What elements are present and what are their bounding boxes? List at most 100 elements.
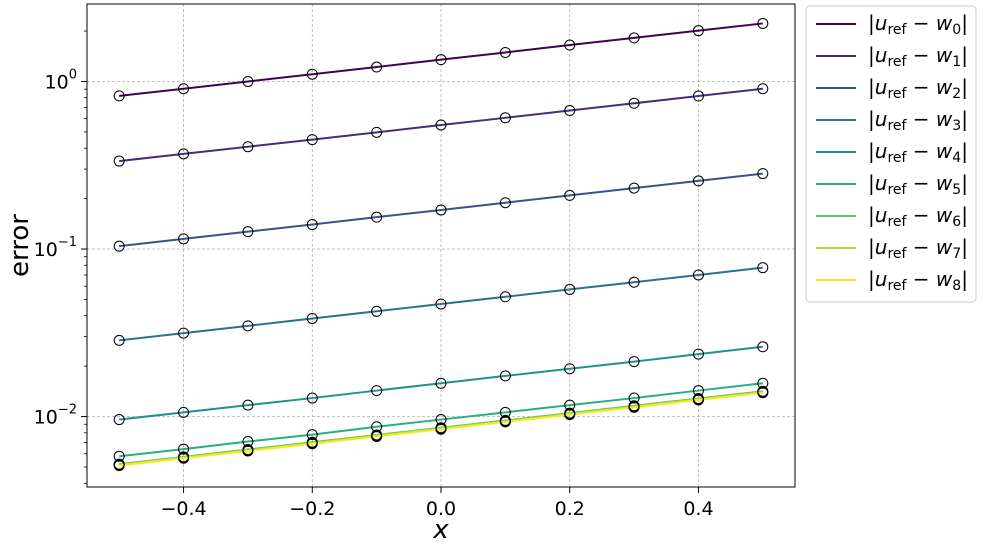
series-line-0	[119, 22, 763, 97]
data-point-1	[499, 112, 511, 124]
data-point-3	[692, 269, 704, 281]
data-point-8	[757, 387, 769, 399]
data-point-1	[306, 134, 318, 146]
data-point-4	[306, 392, 318, 404]
data-point-5	[757, 377, 769, 389]
data-point-8	[628, 401, 640, 413]
y-axis-label: error	[5, 214, 35, 277]
series-line-1	[119, 87, 763, 163]
y-tick-label: 10−2	[34, 403, 77, 429]
data-point-4	[113, 414, 125, 426]
data-point-4	[692, 348, 704, 360]
legend: |uref − w0| |uref − w1| |uref − w2| |uref −…	[805, 5, 977, 303]
series-markers	[113, 17, 769, 472]
data-point-1	[371, 126, 383, 138]
data-point-5	[564, 399, 576, 411]
data-point-8	[692, 394, 704, 406]
data-point-2	[564, 189, 576, 201]
data-point-2	[306, 219, 318, 231]
data-point-3	[628, 276, 640, 288]
data-point-0	[178, 83, 190, 95]
data-point-8	[564, 409, 576, 421]
data-point-3	[435, 298, 447, 310]
data-point-0	[499, 46, 511, 58]
data-point-0	[435, 54, 447, 66]
legend-label-8: |uref − w8|	[868, 267, 968, 294]
data-point-3	[371, 305, 383, 317]
x-tick-label: 0.0	[426, 498, 456, 520]
data-point-4	[178, 406, 190, 418]
data-point-0	[306, 68, 318, 80]
data-point-5	[628, 392, 640, 404]
data-point-0	[692, 25, 704, 37]
y-tick-label: 10−1	[34, 235, 77, 261]
data-point-1	[692, 90, 704, 102]
grid	[87, 4, 795, 487]
data-point-3	[499, 291, 511, 303]
series-line-2	[119, 172, 763, 248]
data-point-0	[564, 39, 576, 51]
legend-box	[805, 5, 977, 303]
data-point-5	[306, 429, 318, 441]
data-point-2	[692, 175, 704, 187]
data-point-0	[113, 90, 125, 102]
x-tick-label: −0.2	[289, 498, 335, 520]
data-point-1	[113, 155, 125, 167]
x-ticks: −0.4 −0.2 0.0 0.2 0.4	[160, 487, 714, 520]
data-point-1	[178, 148, 190, 160]
data-point-2	[628, 182, 640, 194]
data-point-3	[564, 283, 576, 295]
data-point-0	[628, 32, 640, 44]
data-point-3	[242, 320, 254, 332]
data-point-4	[499, 370, 511, 382]
data-point-5	[692, 385, 704, 397]
x-tick-label: 0.2	[555, 498, 585, 520]
data-point-2	[371, 211, 383, 223]
data-point-8	[499, 416, 511, 428]
legend-label-5: |uref − w5|	[868, 171, 968, 198]
data-point-2	[113, 240, 125, 252]
x-tick-label: 0.4	[683, 498, 713, 520]
data-point-2	[178, 233, 190, 245]
data-point-4	[242, 399, 254, 411]
data-point-1	[564, 105, 576, 117]
data-point-4	[757, 341, 769, 353]
legend-label-0: |uref − w0|	[868, 11, 968, 38]
series-line-4	[119, 345, 763, 421]
data-point-4	[435, 377, 447, 389]
data-point-8	[306, 438, 318, 450]
series-line-3	[119, 266, 763, 342]
data-point-1	[242, 141, 254, 153]
legend-label-6: |uref − w6|	[868, 203, 968, 230]
y-ticks: 10−2 10−1 100	[34, 30, 87, 484]
data-point-0	[242, 75, 254, 87]
data-point-8	[371, 430, 383, 442]
x-tick-label: −0.4	[160, 498, 206, 520]
legend-label-2: |uref − w2|	[868, 75, 968, 102]
data-point-2	[242, 226, 254, 238]
data-point-1	[435, 119, 447, 131]
data-point-1	[757, 83, 769, 95]
legend-label-1: |uref − w1|	[868, 43, 968, 70]
legend-label-3: |uref − w3|	[868, 107, 968, 134]
data-point-2	[757, 168, 769, 180]
legend-label-4: |uref − w4|	[868, 139, 968, 166]
data-point-5	[178, 443, 190, 455]
data-point-4	[371, 385, 383, 397]
data-point-5	[113, 450, 125, 462]
data-point-8	[178, 452, 190, 464]
data-point-3	[178, 327, 190, 339]
data-point-3	[306, 312, 318, 324]
x-axis-label: x	[432, 515, 449, 545]
data-point-2	[435, 204, 447, 216]
data-point-3	[757, 262, 769, 274]
data-point-8	[435, 423, 447, 435]
data-point-8	[242, 445, 254, 457]
series-line-8	[119, 391, 763, 467]
data-point-0	[371, 61, 383, 73]
data-point-2	[499, 197, 511, 209]
data-point-3	[113, 334, 125, 346]
data-point-8	[113, 460, 125, 472]
data-point-4	[564, 363, 576, 375]
